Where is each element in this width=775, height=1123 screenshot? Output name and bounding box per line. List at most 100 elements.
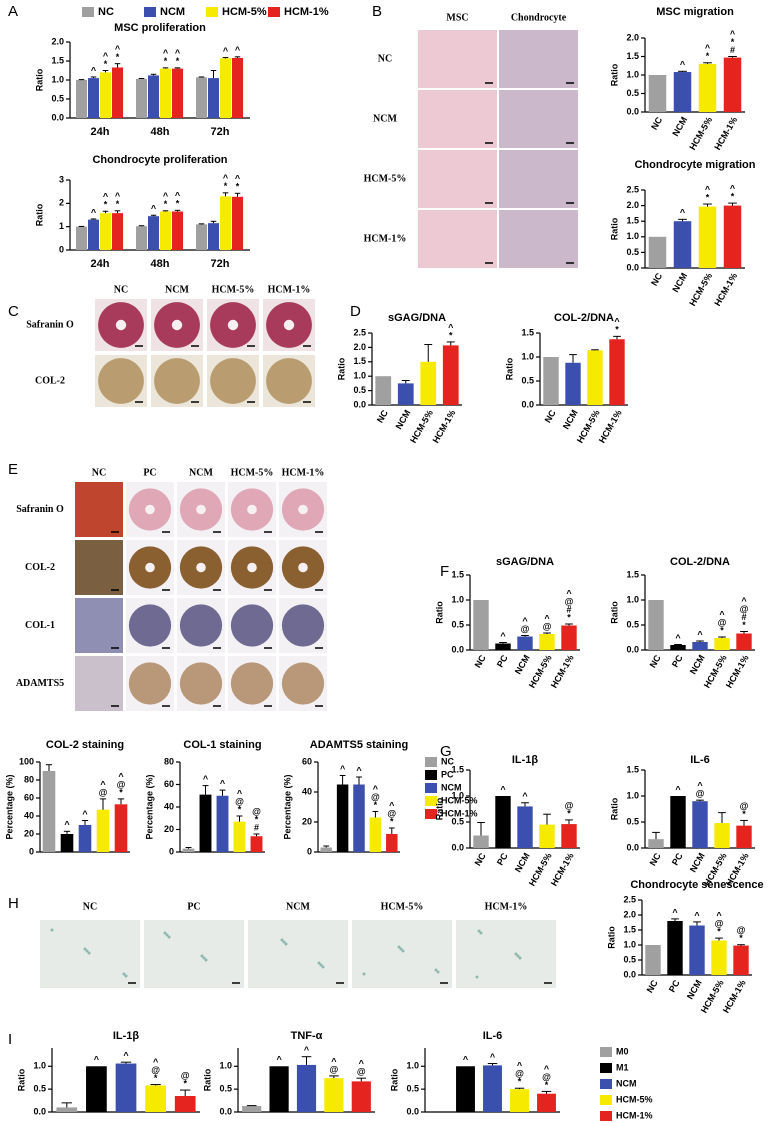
significance-mark: ^ (359, 1059, 365, 1069)
significance-mark: @ (371, 792, 380, 802)
significance-mark: ^ (719, 609, 725, 619)
column-label: HCM-5% (231, 467, 274, 478)
stain-dot (200, 954, 204, 958)
significance-mark: ^ (389, 800, 395, 810)
y-tick-label: 0.5 (626, 88, 639, 98)
tissue-center (247, 562, 257, 573)
column-label: HCM-1% (268, 284, 311, 295)
column-label: NC (92, 467, 106, 478)
significance-mark: * (238, 804, 242, 814)
significance-mark: * (176, 56, 180, 66)
bar (483, 1065, 502, 1112)
y-tick-label: 60 (302, 756, 312, 766)
y-tick-label: 60 (24, 792, 34, 802)
significance-mark: * (176, 199, 180, 209)
bar (56, 1107, 78, 1112)
tissue-center (171, 319, 183, 331)
significance-mark: @ (737, 925, 746, 935)
stain-dot (399, 947, 403, 951)
significance-mark: ^ (235, 45, 241, 55)
y-tick-label: 2.0 (626, 32, 639, 42)
chart-title: Chondrocyte proliferation (92, 154, 227, 166)
row-label: HCM-5% (364, 173, 407, 184)
column-label: NCM (165, 284, 189, 295)
bar (269, 1066, 289, 1112)
row-label: HCM-1% (364, 233, 407, 244)
significance-mark: ^ (331, 1056, 337, 1066)
bar (561, 625, 577, 650)
bar (216, 795, 229, 852)
significance-mark: * (706, 192, 710, 202)
chart-title: COL-1 staining (183, 739, 261, 751)
significance-mark: ^ (730, 183, 736, 193)
micrograph (248, 920, 348, 988)
y-tick-label: 20 (24, 828, 34, 838)
significance-mark: * (116, 52, 120, 62)
bar (353, 784, 365, 852)
y-tick-label: 1.0 (406, 1061, 419, 1071)
significance-mark: @ (715, 918, 724, 928)
y-tick-label: 1.0 (353, 371, 366, 381)
significance-mark: ^ (697, 629, 703, 639)
stain-dot (397, 945, 401, 949)
bar (420, 361, 437, 405)
bar (250, 836, 263, 852)
y-tick-label: 0.0 (353, 399, 366, 409)
y-axis-label: Percentage (%) (144, 774, 154, 839)
significance-mark: ^ (118, 771, 124, 781)
tissue-center (283, 319, 295, 331)
y-tick-label: 80 (164, 756, 174, 766)
y-tick-label: 0.5 (623, 954, 636, 964)
y-tick-label: 0.5 (353, 385, 366, 395)
bar (76, 80, 88, 118)
significance-mark: ^ (705, 43, 711, 53)
y-axis-label: Percentage (%) (282, 774, 292, 839)
y-tick-label: 40 (302, 786, 312, 796)
significance-mark: @ (235, 796, 244, 806)
x-tick-label: PC (670, 653, 685, 669)
tissue-section (154, 358, 200, 404)
row-label: ADAMTS5 (16, 678, 64, 689)
row-label: Safranin O (26, 319, 74, 330)
stain-dot (163, 931, 167, 935)
bar (136, 226, 148, 250)
legend-label: PC (441, 769, 454, 779)
significance-mark: ^ (500, 784, 506, 794)
micrograph (418, 30, 497, 88)
bar (692, 801, 708, 848)
y-tick-label: 1.5 (626, 569, 639, 579)
stain-dot (475, 975, 479, 979)
significance-mark: ^ (614, 317, 620, 327)
legend-label: NCM (616, 1078, 637, 1088)
bar (587, 350, 603, 405)
tissue-section (179, 604, 223, 647)
legend-swatch (144, 7, 156, 17)
bar (233, 821, 246, 852)
significance-mark: * (742, 809, 746, 819)
bar (42, 771, 56, 852)
y-axis-label: Ratio (504, 357, 514, 380)
y-tick-label: 1.0 (219, 1061, 232, 1071)
significance-mark: ^ (103, 51, 109, 61)
significance-mark: ^ (694, 910, 700, 920)
x-tick-label: NC (645, 978, 660, 995)
chart-title: MSC proliferation (114, 22, 206, 34)
bar (648, 839, 664, 848)
legend-swatch (206, 7, 218, 17)
bar (196, 77, 208, 118)
y-tick-label: 1.5 (451, 569, 464, 579)
bar (174, 1096, 196, 1112)
bar (78, 825, 92, 852)
bar (561, 824, 577, 848)
bar (232, 57, 244, 118)
significance-mark: ^ (91, 207, 97, 217)
stain-dot (436, 970, 440, 974)
bar (172, 211, 184, 250)
y-tick-label: 1.5 (451, 764, 464, 774)
significance-mark: ^ (175, 48, 181, 58)
panel-letter: D (350, 303, 361, 320)
stain-dot (514, 952, 518, 956)
chart-title: IL-6 (483, 1030, 503, 1042)
bar (670, 645, 686, 650)
x-tick-label: NCM (513, 653, 532, 676)
